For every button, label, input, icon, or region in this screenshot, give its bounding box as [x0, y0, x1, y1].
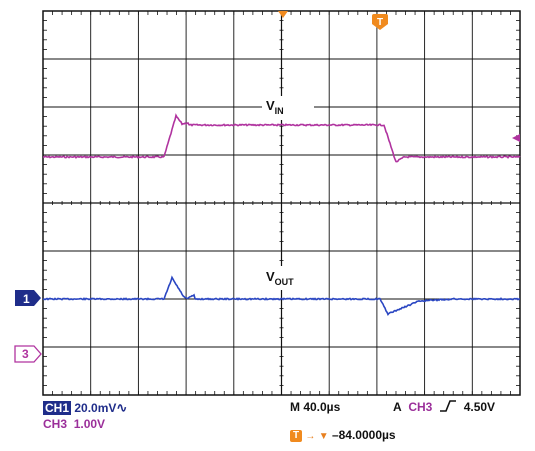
ch1-scale: 20.0mV	[74, 401, 117, 415]
ch1-trace	[42, 275, 520, 317]
ch1-tag: CH1	[43, 401, 72, 415]
ch1-readout: CH1 20.0mV∿	[43, 400, 127, 416]
vout-label: VOUT	[266, 269, 294, 287]
trigger-readout: A CH3 4.50V	[393, 400, 495, 414]
ac-coupling-icon: ∿	[116, 400, 128, 415]
ch3-readout: CH3 1.00V	[43, 417, 105, 431]
trigger-mode: A	[393, 400, 402, 414]
vin-label: VIN	[266, 98, 284, 116]
ch3-scale: 1.00V	[73, 417, 106, 431]
ch1-ground-marker[interactable]: 1	[15, 290, 41, 306]
ch3-tag: CH3	[43, 417, 68, 431]
rising-edge-icon	[440, 400, 457, 412]
trigger-time-arrow-icon[interactable]	[278, 11, 288, 18]
ch3-trace	[42, 113, 521, 163]
ch3-ground-marker[interactable]: 3	[14, 345, 42, 363]
svg-text:3: 3	[22, 347, 29, 361]
arrow-down-icon: ▼	[318, 431, 329, 442]
trigger-source: CH3	[408, 400, 433, 414]
trigger-position-badge-icon: T	[290, 429, 302, 442]
svg-text:T: T	[377, 17, 383, 28]
trigger-level: 4.50V	[463, 400, 496, 414]
timebase-readout: M 40.0µs	[290, 400, 341, 414]
arrow-right-icon: →	[305, 431, 316, 442]
svg-text:1: 1	[23, 292, 30, 306]
trigger-offset: –84.0000µs	[331, 428, 396, 442]
trigger-level-arrow-icon[interactable]	[512, 134, 520, 142]
trigger-offset-readout: T → ▼ –84.0000µs	[290, 428, 396, 442]
graticule-ticks	[43, 11, 520, 395]
trigger-position-icon[interactable]: T	[372, 14, 388, 30]
